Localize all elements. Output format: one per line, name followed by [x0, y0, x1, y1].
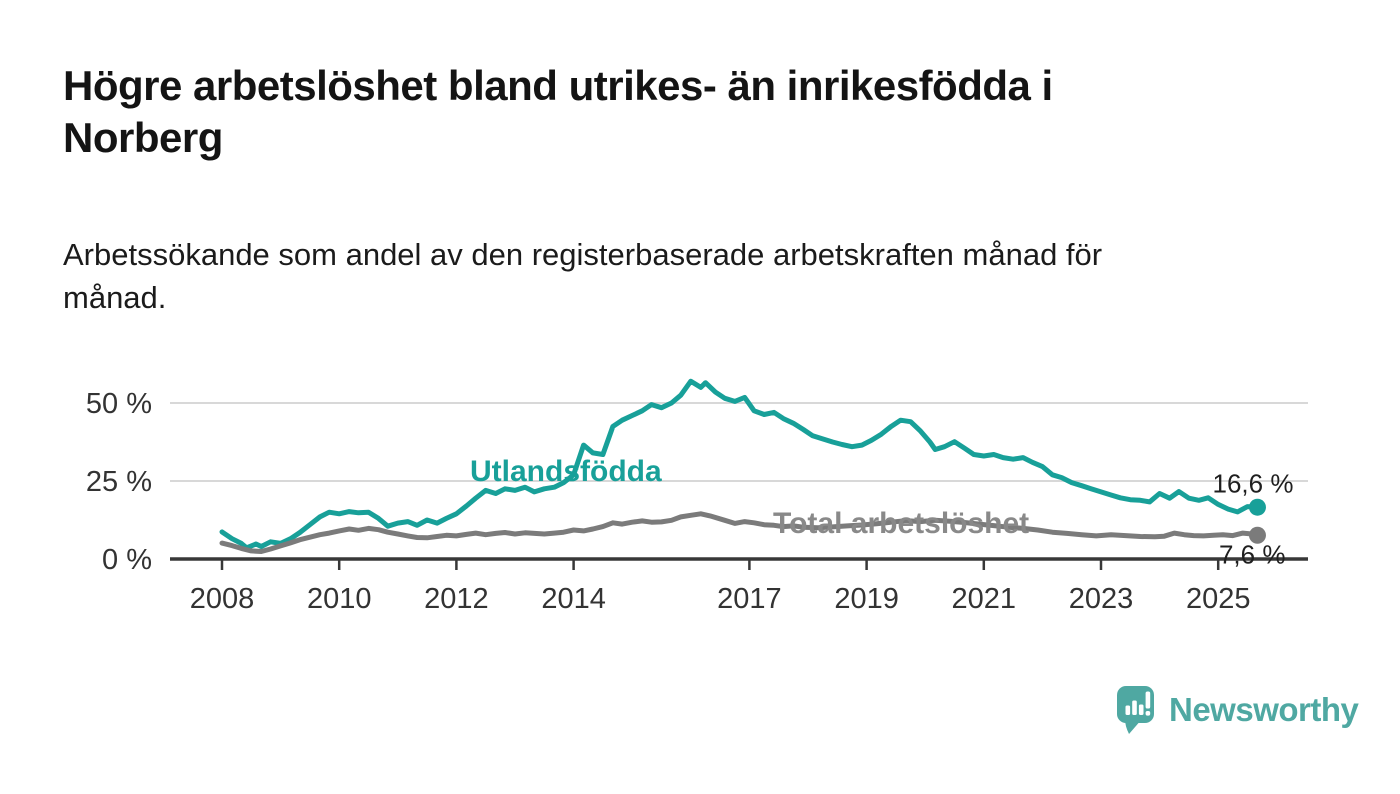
newsworthy-branding: Newsworthy — [1115, 684, 1359, 736]
y-tick-label-0: 0 % — [102, 544, 152, 576]
series-end-dot-utlandsfodda — [1248, 498, 1266, 516]
x-tick-label-2025: 2025 — [1186, 583, 1251, 615]
series-lines — [219, 378, 1260, 554]
series-line-utlandsfodda — [219, 378, 1260, 551]
bar-chart-speech-bubble-icon — [1117, 686, 1154, 734]
series-label-total-arbetsloshet: Total arbetslöshet — [773, 507, 1029, 540]
y-axis-labels: 0 % 25 % 50 % — [86, 388, 152, 576]
series-end-dots — [1248, 498, 1266, 544]
x-tick-label-2019: 2019 — [834, 583, 899, 615]
x-tick-label-2017: 2017 — [717, 583, 782, 615]
end-value-label-utlandsfodda: 16,6 % — [1213, 469, 1294, 499]
x-axis — [170, 557, 1308, 570]
x-axis-labels: 2008 2010 2012 2014 2017 2019 2021 2023 2025 — [190, 583, 1251, 615]
x-tick-label-2023: 2023 — [1069, 583, 1134, 615]
series-label-utlandsfodda: Utlandsfödda — [470, 455, 662, 488]
end-value-label-total-arbetsloshet: 7,6 % — [1219, 539, 1286, 569]
x-tick-label-2014: 2014 — [541, 583, 606, 615]
x-tick-label-2012: 2012 — [424, 583, 489, 615]
page-title: Högre arbetslöshet bland utrikes- än inr… — [63, 62, 1053, 161]
end-value-labels: 16,6 % 7,6 % — [1213, 469, 1294, 570]
series-line-total-arbetsloshet — [219, 511, 1260, 554]
y-tick-label-50: 50 % — [86, 388, 152, 420]
y-tick-label-25: 25 % — [86, 466, 152, 498]
x-tick-label-2021: 2021 — [952, 583, 1017, 615]
gridlines — [170, 402, 1308, 482]
x-tick-label-2010: 2010 — [307, 583, 372, 615]
series-labels: Utlandsfödda Total arbetslöshet — [470, 455, 1029, 540]
newsworthy-wordmark: Newsworthy — [1169, 691, 1359, 728]
page-subtitle: Arbetssökande som andel av den registerb… — [63, 237, 1103, 315]
x-tick-label-2008: 2008 — [190, 583, 255, 615]
series-end-dot-total-arbetsloshet — [1248, 526, 1266, 544]
